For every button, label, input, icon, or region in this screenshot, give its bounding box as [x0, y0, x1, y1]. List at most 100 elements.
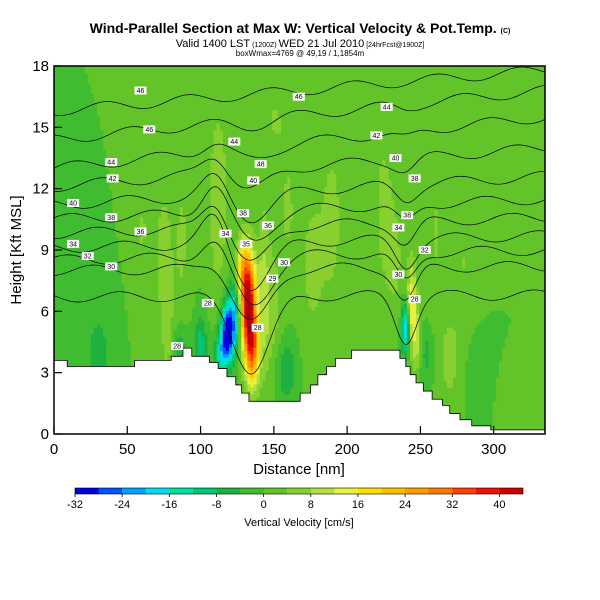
vv-cell: [225, 199, 285, 204]
vv-cell: [253, 320, 258, 325]
vv-cell: [228, 280, 233, 285]
vv-cell: [238, 290, 242, 295]
vv-cell: [225, 323, 233, 328]
vv-cell: [253, 280, 258, 285]
vv-cell: [225, 216, 264, 221]
vv-cell: [176, 233, 187, 238]
vv-cell: [265, 260, 276, 264]
vv-cell: [274, 373, 282, 378]
vv-cell: [284, 199, 291, 204]
vv-cell: [413, 273, 417, 278]
vv-cell: [241, 370, 245, 375]
vv-cell: [216, 320, 221, 325]
vv-cell: [305, 236, 340, 241]
vv-cell: [397, 276, 408, 281]
vv-cell: [216, 126, 221, 131]
vv-cell: [259, 357, 264, 361]
colorbar-tick-label: -32: [67, 499, 83, 511]
y-axis-label: Height [Kft MSL]: [8, 195, 25, 304]
vv-cell: [176, 253, 187, 258]
vv-cell: [284, 390, 291, 395]
vv-cell: [103, 136, 215, 141]
vv-cell: [146, 223, 159, 228]
vv-cell: [195, 323, 205, 328]
vv-cell: [256, 320, 261, 325]
vv-cell: [167, 216, 181, 221]
vv-cell: [400, 250, 411, 254]
vv-cell: [185, 243, 212, 248]
vv-cell: [127, 326, 163, 331]
vv-cell: [250, 330, 255, 335]
vv-cell: [253, 250, 258, 254]
vv-cell: [400, 320, 405, 325]
vv-cell: [164, 353, 169, 358]
vv-cell: [406, 353, 411, 358]
vv-cell: [253, 340, 258, 345]
contour-label-text: 36: [137, 229, 145, 236]
vv-cell: [419, 336, 423, 341]
vv-cell: [130, 343, 166, 348]
vv-cell: [508, 333, 545, 338]
vv-cell: [176, 246, 187, 251]
vv-cell: [397, 326, 402, 331]
vv-cell: [204, 326, 212, 331]
vv-cell: [462, 256, 466, 261]
subtitle-utc: (1200Z): [252, 42, 277, 49]
vv-cell: [400, 296, 408, 301]
vv-cell: [238, 243, 242, 248]
vv-cell: [403, 313, 408, 318]
vv-cell: [278, 306, 313, 311]
vv-cell: [219, 296, 224, 301]
vv-cell: [268, 226, 285, 231]
vv-cell: [492, 413, 545, 418]
vv-cell: [284, 206, 294, 211]
vv-cell: [54, 300, 126, 305]
vv-cell: [112, 199, 212, 204]
vv-cell: [121, 263, 159, 268]
vv-cell: [228, 310, 233, 315]
vv-cell: [434, 253, 439, 258]
vv-cell: [170, 229, 178, 234]
theta-contour-36: [54, 206, 545, 261]
contour-label-text: 44: [230, 139, 238, 146]
vv-cell: [173, 266, 181, 271]
vv-cell: [238, 273, 242, 278]
vv-cell: [54, 119, 101, 124]
vv-cell: [247, 397, 258, 402]
vv-cell: [100, 323, 129, 328]
vv-cell: [228, 367, 233, 372]
vv-cell: [379, 213, 396, 218]
vv-cell: [247, 347, 255, 351]
vv-cell: [93, 92, 545, 97]
vv-cell: [170, 226, 178, 231]
vv-cell: [231, 266, 236, 271]
vv-cell: [397, 347, 402, 351]
vv-cell: [54, 350, 92, 355]
vv-cell: [185, 253, 215, 258]
vv-cell: [90, 333, 104, 338]
vv-cell: [210, 163, 227, 167]
vv-cell: [336, 250, 380, 254]
vv-cell: [161, 300, 175, 305]
vv-cell: [127, 313, 163, 318]
vv-cell: [434, 233, 439, 238]
vv-cell: [425, 340, 429, 345]
vv-cell: [498, 363, 545, 368]
vv-cell: [256, 333, 261, 338]
vv-cell: [265, 377, 276, 382]
vv-cell: [256, 340, 261, 345]
vv-cell: [225, 280, 230, 285]
contour-label: 42: [106, 174, 119, 183]
vv-cell: [413, 253, 436, 258]
vv-cell: [250, 377, 255, 382]
vv-cell: [400, 253, 411, 258]
vv-cell: [195, 296, 205, 301]
vv-cell: [339, 206, 380, 211]
vv-cell: [422, 340, 426, 345]
vv-cell: [253, 370, 258, 375]
vv-cell: [54, 229, 116, 234]
vv-cell: [170, 219, 181, 224]
vv-cell: [452, 377, 466, 382]
vv-cell: [210, 183, 227, 188]
vv-cell: [492, 410, 545, 415]
